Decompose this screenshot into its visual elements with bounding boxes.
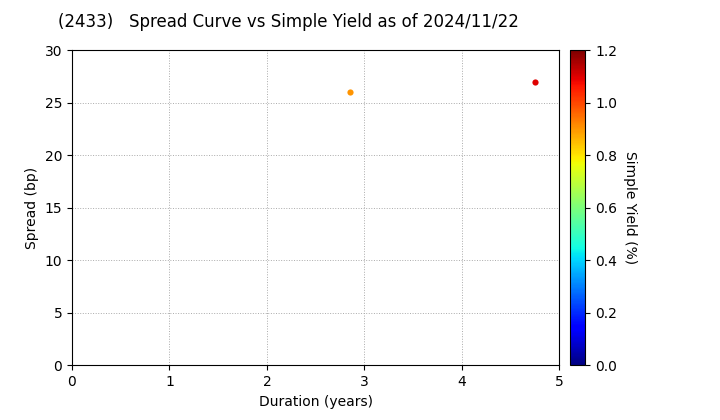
Point <box>344 89 356 96</box>
Y-axis label: Spread (bp): Spread (bp) <box>25 167 39 249</box>
Y-axis label: Simple Yield (%): Simple Yield (%) <box>623 151 636 265</box>
Text: (2433)   Spread Curve vs Simple Yield as of 2024/11/22: (2433) Spread Curve vs Simple Yield as o… <box>58 13 518 31</box>
X-axis label: Duration (years): Duration (years) <box>258 395 373 409</box>
Point <box>529 79 541 85</box>
